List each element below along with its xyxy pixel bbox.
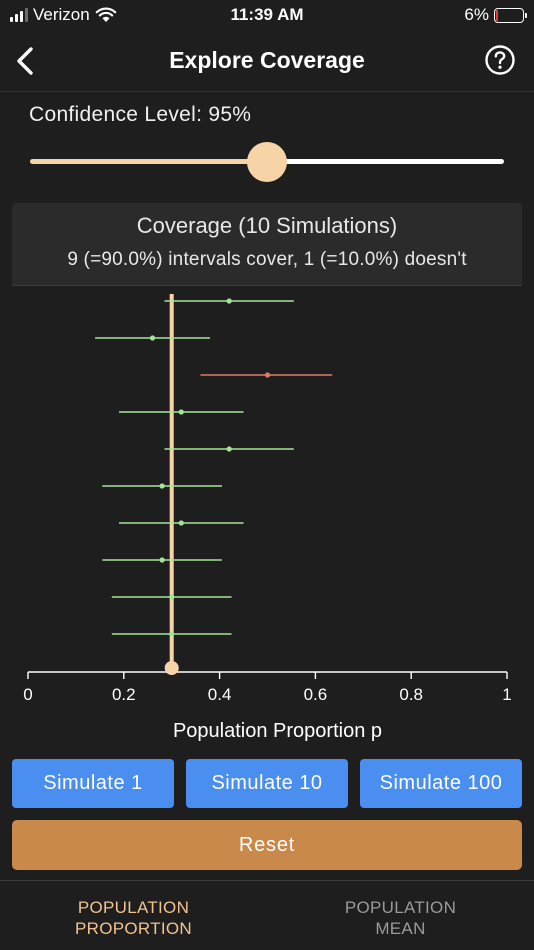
- status-bar: Verizon 11:39 AM 6%: [0, 0, 534, 30]
- status-time: 11:39 AM: [230, 5, 304, 24]
- confidence-slider[interactable]: [30, 140, 504, 184]
- nav-bar: Explore Coverage: [0, 30, 534, 92]
- slider-thumb[interactable]: [247, 142, 287, 182]
- battery-icon: [494, 7, 527, 23]
- x-tick-label: 0.8: [399, 685, 423, 704]
- coverage-card: Coverage (10 Simulations) 9 (=90.0%) int…: [12, 203, 522, 746]
- tab-label-line1: POPULATION: [344, 898, 457, 917]
- coverage-chart: 0 0.2 0.4 0.6 0.8 1 Population Proportion p: [23, 294, 512, 742]
- chevron-left-icon: [17, 47, 33, 75]
- interval-point: [149, 335, 156, 341]
- interval-point: [169, 594, 175, 600]
- x-tick-label: 0.4: [208, 685, 232, 704]
- coverage-summary: 9 (=90.0%) intervals cover, 1 (=10.0%) d…: [67, 249, 467, 270]
- coverage-title: Coverage (10 Simulations): [136, 213, 398, 238]
- tab-population-mean[interactable]: POPULATION MEAN: [267, 897, 534, 939]
- x-tick-label: 1: [502, 685, 511, 704]
- wifi-icon: [95, 7, 117, 22]
- simulate-10-button[interactable]: Simulate 10: [186, 759, 348, 808]
- coverage-plot: 0 0.2 0.4 0.6 0.8 1 Population Proportion p: [12, 285, 522, 746]
- x-axis-label: Population Proportion p: [173, 720, 382, 742]
- tab-population-proportion[interactable]: POPULATION PROPORTION: [0, 897, 267, 939]
- reset-button[interactable]: Reset: [12, 820, 522, 870]
- tab-bar: POPULATION PROPORTION POPULATION MEAN: [0, 880, 534, 950]
- tab-label-line2: PROPORTION: [75, 919, 192, 938]
- slider-track: [267, 159, 504, 164]
- x-tick-label: 0.6: [304, 685, 328, 704]
- interval-point: [264, 372, 271, 378]
- interval-point: [159, 557, 165, 563]
- simulate-1-button[interactable]: Simulate 1: [12, 759, 174, 808]
- help-button[interactable]: [484, 44, 516, 76]
- interval-point: [226, 446, 232, 452]
- battery-percent: 6%: [464, 5, 489, 24]
- interval-point: [159, 483, 165, 489]
- slider-track-active: [30, 159, 267, 164]
- simulate-100-button[interactable]: Simulate 100: [360, 759, 522, 808]
- x-tick-label: 0.2: [112, 685, 136, 704]
- cellular-signal-icon: [10, 8, 28, 22]
- status-right: 6%: [464, 5, 527, 25]
- interval-point: [178, 520, 184, 526]
- confidence-level-label: Confidence Level: 95%: [29, 103, 252, 126]
- tab-label-line2: MEAN: [375, 919, 426, 938]
- interval-point: [169, 631, 175, 637]
- x-tick-label: 0: [23, 685, 32, 704]
- page-title: Explore Coverage: [169, 47, 365, 73]
- back-button[interactable]: [8, 42, 42, 80]
- interval-point: [226, 298, 232, 304]
- simulate-buttons: Simulate 1 Simulate 10 Simulate 100: [12, 759, 522, 808]
- status-left: Verizon: [10, 5, 117, 25]
- true-p-marker: [164, 661, 179, 675]
- interval-point: [178, 409, 184, 415]
- carrier-label: Verizon: [33, 5, 90, 24]
- tab-label-line1: POPULATION: [77, 898, 190, 917]
